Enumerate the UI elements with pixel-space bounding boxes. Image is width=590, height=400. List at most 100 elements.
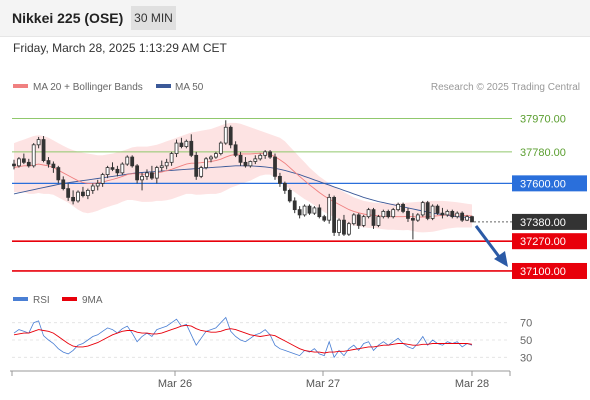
candle-body [90,185,95,191]
projection-arrow-shaft [474,225,502,259]
candle-body [105,167,110,175]
moving-averages [13,152,473,219]
ma50-legend-swatch [156,84,171,88]
candle-body [445,210,450,216]
candle-body [361,216,366,226]
candle-body [332,196,337,233]
candle-body [184,140,189,147]
x-axis: Mar 26 Mar 27 Mar 28 [11,371,511,390]
candle-body [51,163,56,168]
candle-body [95,182,100,187]
candle-body [76,191,80,202]
candle-body [366,209,371,218]
price-levels [12,118,512,272]
candle-body [287,189,292,202]
candle-body [371,209,376,226]
candle-body [268,151,272,158]
candle-body [145,172,149,177]
ma20-legend-label: MA 20 + Bollinger Bands [33,82,143,93]
ma20-line [13,152,473,218]
candle-body [36,139,41,146]
candle-body [130,156,135,167]
candle-body [317,207,322,218]
watermark: Research © 2025 Trading Central [431,82,580,93]
candle-body [85,189,90,197]
candle-body [411,218,415,221]
rsi-legend-label: RSI [33,295,50,306]
candle-body [56,167,61,181]
candle-body [135,165,140,181]
rsi-panel: 70 50 30 [12,316,532,364]
candle-body [396,203,401,211]
candle-body [435,205,440,214]
candle-body [263,151,268,156]
candle-body [140,175,144,181]
candle-body [401,203,405,212]
candle-body [258,154,263,160]
bollinger-bands [14,122,472,233]
price-chart: MA 20 + Bollinger Bands MA 50 Research ©… [10,82,587,390]
candle-body [41,139,46,161]
candle-body [17,158,21,167]
candle-body [164,161,169,167]
chart-header: Nikkei 225 (OSE) 30 MIN [0,0,590,37]
candle-body [238,154,243,163]
candle-body [253,158,258,162]
rsi-tick-label: 30 [520,352,532,364]
candle-body [228,126,233,146]
ma20-legend-swatch [13,84,28,88]
level-label-box-pivot [512,175,587,192]
candle-body [120,163,125,174]
level-label-support: 37100.00 [520,266,566,278]
candle-body [204,158,208,168]
candle-body [154,167,159,179]
candle-body [233,144,238,156]
ma50-legend-label: MA 50 [175,82,204,93]
level-label-support: 37270.00 [520,236,566,248]
candle-body [282,182,287,191]
candle-body [243,161,248,167]
candle-body [440,212,445,216]
candle-body [351,214,356,225]
x-axis-label: Mar 26 [158,378,192,390]
rsi-legend: RSI 9MA [13,295,103,306]
candle-body [31,144,36,167]
candle-body [327,196,332,221]
candle-body [455,212,460,218]
candle-body [21,158,26,163]
x-axis-label: Mar 27 [306,378,340,390]
candle-body [342,219,346,235]
rsi-ma-legend-label: 9MA [82,295,103,306]
candle-body [61,179,66,190]
candle-body [218,142,223,154]
candle-body [450,210,455,218]
candle-body [159,165,164,168]
candle-body [199,167,204,177]
candle-body [391,209,396,218]
rsi-ma-legend-swatch [62,297,77,301]
candle-body [169,153,174,163]
candle-body [278,175,282,184]
timeframe-badge[interactable]: 30 MIN [131,6,176,30]
candle-body [312,207,317,214]
rsi-legend-swatch [13,297,28,301]
projection-arrow-head [494,250,508,267]
timestamp: Friday, March 28, 2025 1:13:29 AM CET [13,41,227,55]
candle-body [248,161,253,167]
candle-body [386,210,391,218]
candle-body [189,140,194,156]
instrument-title: Nikkei 225 (OSE) [12,10,124,26]
level-label-box-support [512,262,587,279]
candle-body [420,202,425,216]
candle-body [406,210,410,219]
candle-body [26,161,31,167]
candle-body [115,168,120,174]
candle-body [322,216,327,221]
ma50-line [13,165,473,219]
candle-body [223,126,228,144]
candle-body [81,191,85,197]
candle-body [356,214,361,226]
candle-body [297,209,302,216]
candle-body [66,188,71,198]
